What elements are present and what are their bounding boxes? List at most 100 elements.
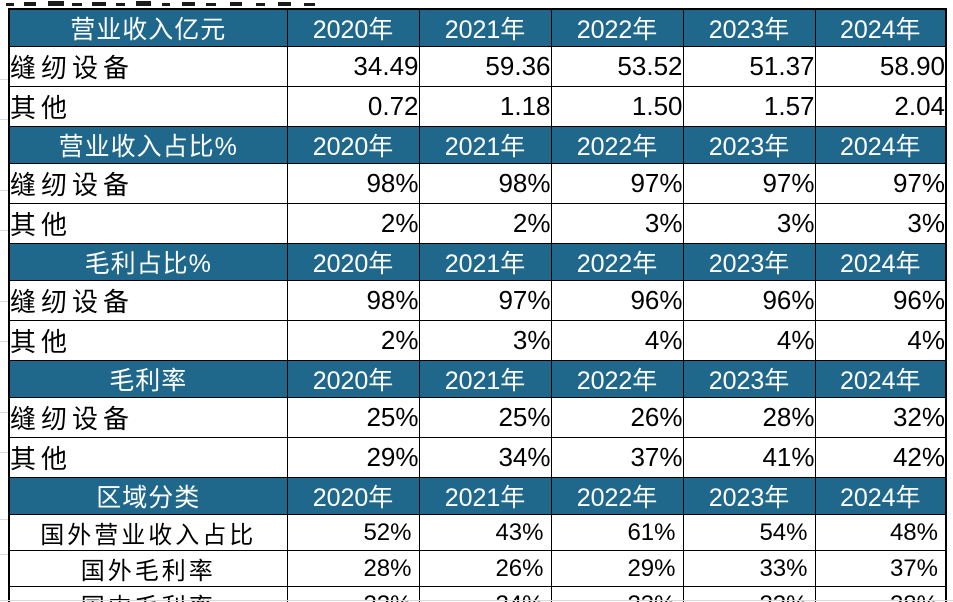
table-row: 缝纫设备 98% 97% 96% 96% 96% xyxy=(8,280,947,321)
cell-value: 97% xyxy=(814,163,947,204)
cell-value: 34% xyxy=(418,437,552,478)
cell-value: 3% xyxy=(682,203,816,244)
year-header-2023: 2023年 xyxy=(682,360,816,398)
cell-value: 29% xyxy=(550,550,684,587)
section-header-revenue-share: 营业收入占比% 2020年 2021年 2022年 2023年 2024年 xyxy=(8,126,947,164)
table-row: 缝纫设备 34.49 59.36 53.52 51.37 58.90 xyxy=(8,46,947,87)
cell-value: 1.57 xyxy=(682,86,816,127)
section-title: 区域分类 xyxy=(8,477,288,515)
year-header-2020: 2020年 xyxy=(286,360,420,398)
cell-value: 23% xyxy=(550,586,684,602)
cell-value: 43% xyxy=(418,514,552,551)
cell-value: 28% xyxy=(682,397,816,438)
cell-value: 97% xyxy=(418,280,552,321)
year-header-2024: 2024年 xyxy=(814,477,947,515)
year-header-2020: 2020年 xyxy=(286,126,420,164)
cell-value: 32% xyxy=(814,397,947,438)
cell-value: 29% xyxy=(286,437,420,478)
cell-value: 1.50 xyxy=(550,86,684,127)
cell-value: 61% xyxy=(550,514,684,551)
cell-value: 4% xyxy=(682,320,816,361)
cell-value: 3% xyxy=(814,203,947,244)
cell-value: 2% xyxy=(418,203,552,244)
cell-value: 98% xyxy=(286,163,420,204)
cell-value: 48% xyxy=(814,514,947,551)
cell-value: 26% xyxy=(418,550,552,587)
cell-value: 25% xyxy=(418,397,552,438)
gridline xyxy=(0,554,8,555)
gridline xyxy=(0,301,8,302)
year-header-2020: 2020年 xyxy=(286,477,420,515)
year-header-2024: 2024年 xyxy=(814,126,947,164)
cell-value: 51.37 xyxy=(682,46,816,87)
section-title: 营业收入占比% xyxy=(8,126,288,164)
cell-value: 3% xyxy=(418,320,552,361)
year-header-2022: 2022年 xyxy=(550,243,684,281)
year-header-2021: 2021年 xyxy=(418,360,552,398)
financial-breakdown-table: 营业收入亿元 2020年 2021年 2022年 2023年 2024年 缝纫设… xyxy=(8,8,947,602)
cell-value: 41% xyxy=(682,437,816,478)
year-header-2021: 2021年 xyxy=(418,8,552,47)
row-label: 其他 xyxy=(8,203,288,244)
table-row: 国外营业收入占比 52% 43% 61% 54% 48% xyxy=(8,514,947,551)
cell-value: 42% xyxy=(814,437,947,478)
cell-value: 98% xyxy=(286,280,420,321)
gridline xyxy=(0,119,8,120)
year-header-2020: 2020年 xyxy=(286,243,420,281)
section-header-gross-profit-share: 毛利占比% 2020年 2021年 2022年 2023年 2024年 xyxy=(8,243,947,281)
cell-value: 2% xyxy=(286,320,420,361)
cell-value: 2.04 xyxy=(814,86,947,127)
section-header-region: 区域分类 2020年 2021年 2022年 2023年 2024年 xyxy=(8,477,947,515)
cell-value: 52% xyxy=(286,514,420,551)
year-header-2024: 2024年 xyxy=(814,360,947,398)
section-header-gross-margin: 毛利率 2020年 2021年 2022年 2023年 2024年 xyxy=(8,360,947,398)
cell-value: 33% xyxy=(682,550,816,587)
cell-value: 28% xyxy=(814,586,947,602)
cell-value: 98% xyxy=(418,163,552,204)
year-header-2021: 2021年 xyxy=(418,126,552,164)
gridline xyxy=(0,600,953,601)
cell-value: 22% xyxy=(286,586,420,602)
section-header-revenue: 营业收入亿元 2020年 2021年 2022年 2023年 2024年 xyxy=(8,8,947,47)
row-label: 其他 xyxy=(8,437,288,478)
cell-value: 3% xyxy=(550,203,684,244)
year-header-2021: 2021年 xyxy=(418,477,552,515)
year-header-2021: 2021年 xyxy=(418,243,552,281)
year-header-2022: 2022年 xyxy=(550,126,684,164)
year-header-2022: 2022年 xyxy=(550,360,684,398)
year-header-2023: 2023年 xyxy=(682,126,816,164)
cell-value: 37% xyxy=(550,437,684,478)
cell-value: 96% xyxy=(550,280,684,321)
cell-value: 59.36 xyxy=(418,46,552,87)
section-title: 毛利占比% xyxy=(8,243,288,281)
table-row: 国外毛利率 28% 26% 29% 33% 37% xyxy=(8,550,947,587)
row-label: 缝纫设备 xyxy=(8,397,288,438)
row-label: 国外毛利率 xyxy=(8,550,288,587)
year-header-2022: 2022年 xyxy=(550,8,684,47)
clipped-title-fragments xyxy=(0,0,340,7)
year-header-2024: 2024年 xyxy=(814,8,947,47)
year-header-2023: 2023年 xyxy=(682,477,816,515)
cell-value: 0.72 xyxy=(286,86,420,127)
cell-value: 2% xyxy=(286,203,420,244)
cell-value: 22% xyxy=(682,586,816,602)
cell-value: 34.49 xyxy=(286,46,420,87)
cell-value: 58.90 xyxy=(814,46,947,87)
row-label: 其他 xyxy=(8,86,288,127)
table-row: 国内毛利率 22% 24% 23% 22% 28% xyxy=(8,586,947,602)
cell-value: 24% xyxy=(418,586,552,602)
gridline xyxy=(0,190,8,191)
cell-value: 28% xyxy=(286,550,420,587)
table-row: 其他 2% 2% 3% 3% 3% xyxy=(8,203,947,244)
gridline xyxy=(0,79,8,80)
gridline xyxy=(0,341,8,342)
gridline xyxy=(0,412,8,413)
cell-value: 53.52 xyxy=(550,46,684,87)
cell-value: 1.18 xyxy=(418,86,552,127)
row-label: 其他 xyxy=(8,320,288,361)
section-title: 营业收入亿元 xyxy=(8,8,288,47)
table-row: 其他 2% 3% 4% 4% 4% xyxy=(8,320,947,361)
cell-value: 97% xyxy=(682,163,816,204)
cell-value: 37% xyxy=(814,550,947,587)
